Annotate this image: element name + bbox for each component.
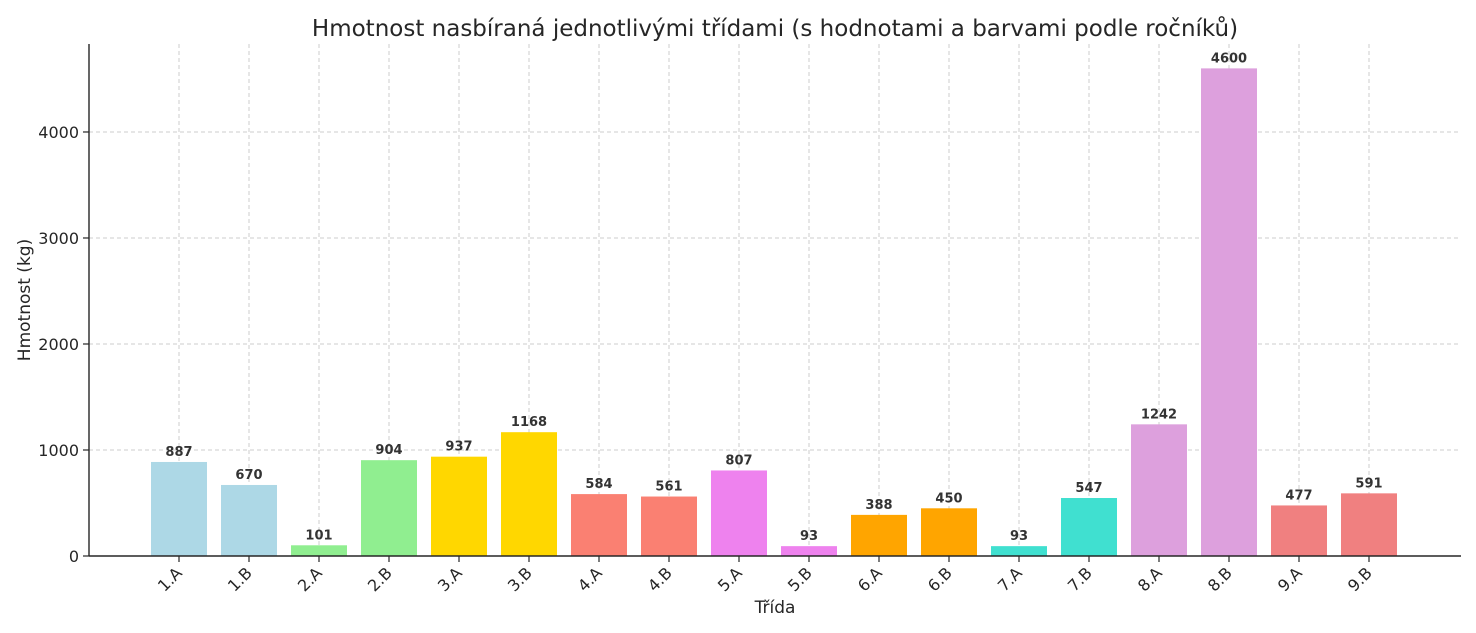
y-tick-label: 3000 xyxy=(38,229,79,248)
data-label: 388 xyxy=(865,498,892,513)
x-tick-label: 3.A xyxy=(434,563,466,595)
x-tick-label: 4.B xyxy=(644,563,676,595)
bar-9.B xyxy=(1341,493,1397,556)
data-label: 670 xyxy=(235,468,262,483)
bar-6.B xyxy=(921,508,977,556)
data-label: 584 xyxy=(585,477,612,492)
data-label: 887 xyxy=(165,445,192,460)
bar-8.B xyxy=(1201,68,1257,556)
data-label: 547 xyxy=(1075,481,1102,496)
bar-2.A xyxy=(291,545,347,556)
bar-5.B xyxy=(781,546,837,556)
x-tick-label: 2.B xyxy=(364,563,396,595)
bar-3.B xyxy=(501,432,557,556)
data-label: 937 xyxy=(445,440,472,455)
data-label: 93 xyxy=(1010,529,1028,544)
bar-3.A xyxy=(431,456,487,556)
y-tick-label: 4000 xyxy=(38,123,79,142)
x-tick-label: 7.A xyxy=(994,563,1026,595)
bar-5.A xyxy=(711,470,767,556)
bar-4.B xyxy=(641,496,697,556)
bar-2.B xyxy=(361,460,417,556)
x-tick-label: 2.A xyxy=(294,563,326,595)
x-tick-label: 8.B xyxy=(1204,563,1236,595)
data-label: 1242 xyxy=(1141,407,1177,422)
data-label: 904 xyxy=(375,443,402,458)
x-tick-label: 7.B xyxy=(1064,563,1096,595)
x-tick-label: 6.B xyxy=(924,563,956,595)
x-tick-label: 8.A xyxy=(1134,563,1166,595)
x-tick-label: 3.B xyxy=(504,563,536,595)
x-tick-label: 5.A xyxy=(714,563,746,595)
bar-7.B xyxy=(1061,498,1117,556)
data-label: 4600 xyxy=(1211,51,1247,66)
data-label: 807 xyxy=(725,453,752,468)
data-label: 561 xyxy=(655,480,682,495)
x-tick-label: 1.A xyxy=(154,563,186,595)
y-axis-label: Hmotnost (kg) xyxy=(15,239,35,361)
x-axis-label: Třída xyxy=(754,598,796,618)
y-tick-label: 0 xyxy=(69,547,79,566)
x-tick-label: 9.B xyxy=(1344,563,1376,595)
chart-title: Hmotnost nasbíraná jednotlivými třídami … xyxy=(312,15,1238,42)
data-label: 93 xyxy=(800,529,818,544)
x-tick-label: 5.B xyxy=(784,563,816,595)
bar-1.B xyxy=(221,484,277,556)
bar-7.A xyxy=(991,546,1047,556)
bar-4.A xyxy=(571,494,627,556)
x-tick-label: 9.A xyxy=(1274,563,1306,595)
data-label: 591 xyxy=(1355,476,1382,491)
x-tick-label: 1.B xyxy=(224,563,256,595)
bar-6.A xyxy=(851,514,907,556)
y-tick-label: 2000 xyxy=(38,335,79,354)
data-label: 477 xyxy=(1285,488,1312,503)
data-label: 450 xyxy=(935,491,962,506)
data-label: 1168 xyxy=(511,415,547,430)
x-tick-label: 6.A xyxy=(854,563,886,595)
bar-layer: 887 670 101 904 937 1168 584 561 807 93 388 450 93 54… xyxy=(151,51,1397,556)
bar-9.A xyxy=(1271,505,1327,556)
bar-1.A xyxy=(151,461,207,556)
data-label: 101 xyxy=(305,528,332,543)
x-tick-label: 4.A xyxy=(574,563,606,595)
y-tick-label: 1000 xyxy=(38,441,79,460)
bar-8.A xyxy=(1131,424,1187,556)
